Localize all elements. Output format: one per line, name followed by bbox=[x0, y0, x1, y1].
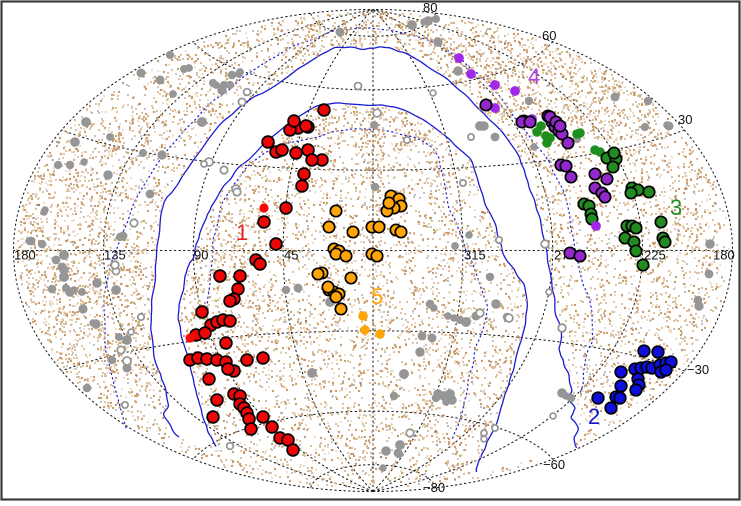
svg-text:1: 1 bbox=[236, 220, 248, 245]
svg-text:180: 180 bbox=[713, 248, 735, 263]
svg-text:45: 45 bbox=[284, 248, 298, 263]
svg-text:3: 3 bbox=[670, 195, 682, 220]
svg-text:−60: −60 bbox=[543, 457, 565, 472]
svg-text:4: 4 bbox=[528, 64, 540, 89]
svg-text:−30: −30 bbox=[687, 362, 709, 377]
svg-text:5: 5 bbox=[371, 284, 383, 309]
svg-text:80: 80 bbox=[423, 0, 437, 15]
svg-text:315: 315 bbox=[464, 248, 486, 263]
svg-text:2: 2 bbox=[588, 404, 600, 429]
svg-text:180: 180 bbox=[14, 248, 36, 263]
svg-text:135: 135 bbox=[104, 248, 126, 263]
svg-text:60: 60 bbox=[542, 28, 556, 43]
svg-text:−80: −80 bbox=[423, 480, 445, 495]
svg-text:90: 90 bbox=[194, 248, 208, 263]
svg-text:225: 225 bbox=[644, 248, 666, 263]
svg-text:30: 30 bbox=[678, 112, 692, 127]
